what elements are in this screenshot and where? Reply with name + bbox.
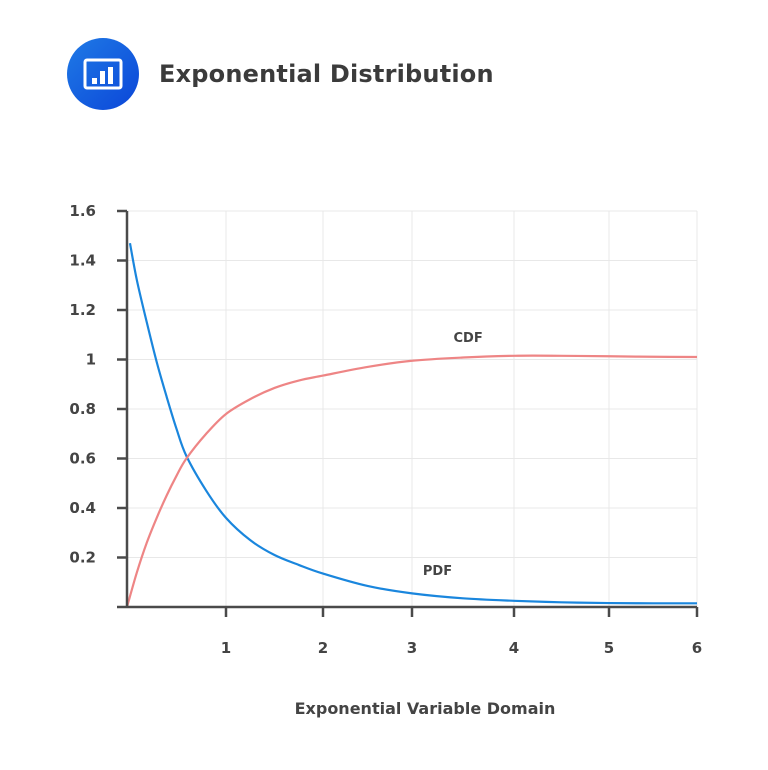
axes [117,209,699,617]
x-tick-label: 1 [221,639,231,657]
series-layer: PDF CDF [125,242,698,608]
y-tick-label: 1.4 [69,252,96,270]
cdf-curve [125,354,698,608]
grid-lines [127,210,698,607]
pdf-curve [128,242,698,605]
y-tick-label: 1.2 [69,301,96,319]
page-title: Exponential Distribution [159,60,494,88]
y-tick-label: 0.6 [69,450,96,468]
y-tick-label: 1.6 [69,202,96,220]
x-tick-label: 4 [509,639,519,657]
cdf-label: CDF [453,331,482,346]
pdf-label: PDF [423,564,452,579]
y-tick-label: 0.4 [69,499,96,517]
x-tick-label: 6 [692,639,702,657]
x-axis-title: Exponential Variable Domain [295,699,556,718]
y-tick-label: 0.8 [69,400,96,418]
y-tick-label: 1 [86,351,96,369]
x-tick-label: 5 [604,639,614,657]
y-tick-label: 0.2 [69,549,96,567]
axis-labels: 0.2 0.4 0.6 0.8 1 1.2 1.4 1.6 1 2 3 4 5 6 [69,202,702,657]
x-tick-label: 2 [318,639,328,657]
chart-header: Exponential Distribution [67,38,494,110]
bar-chart-icon [67,38,139,110]
x-tick-label: 3 [407,639,417,657]
